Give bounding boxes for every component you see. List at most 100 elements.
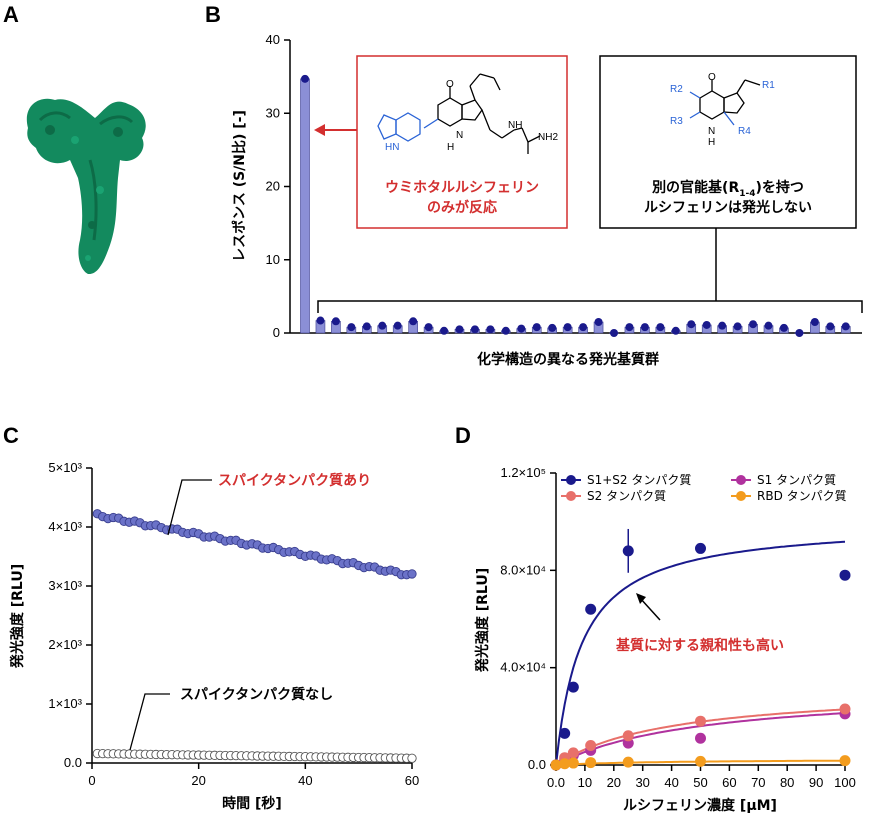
substrate-point bbox=[331, 317, 340, 326]
generic-chem-n: N bbox=[708, 126, 715, 137]
label-with-spike: スパイクタンパク質あり bbox=[218, 472, 371, 489]
panel-c-y-tick-label: 5×10³ bbox=[48, 460, 82, 475]
substrate-point bbox=[702, 320, 711, 329]
substrate-point bbox=[594, 318, 603, 327]
panel-d-y-tick-label: 0.0 bbox=[528, 757, 546, 772]
generic-chem-o: O bbox=[708, 72, 716, 83]
substrate-point bbox=[795, 329, 804, 337]
concentration-point bbox=[550, 759, 562, 771]
concentration-point bbox=[559, 758, 571, 770]
panel-b-y-ticks: 0 10 20 30 40 bbox=[266, 32, 290, 340]
substrate-point bbox=[517, 324, 526, 333]
panel-c-x-tick-label: 0 bbox=[88, 773, 95, 788]
panel-b-y-axis-title: レスポンス (S/N比) [-] bbox=[231, 110, 248, 262]
panel-d-y-tick-label: 8.0×10⁴ bbox=[500, 562, 546, 577]
concentration-point bbox=[695, 755, 706, 767]
affinity-annotation: 基質に対する親和性も高い bbox=[616, 637, 784, 654]
concentration-point bbox=[695, 542, 706, 554]
panel-d-points bbox=[550, 528, 851, 771]
substrate-point bbox=[362, 322, 371, 331]
panel-c-points bbox=[92, 509, 417, 763]
concentration-point bbox=[585, 757, 597, 769]
panel-c-y-tick-label: 2×10³ bbox=[48, 637, 82, 652]
panel-c-y-axis-title: 発光強度 [RLU] bbox=[9, 564, 26, 669]
substrate-point bbox=[610, 329, 618, 337]
fit-curve bbox=[555, 540, 846, 766]
generic-luciferin-structure bbox=[689, 79, 761, 126]
panel-d-ticks: 0.0 4.0×10⁴ 8.0×10⁴ 1.2×10⁵ 0.0 10 20 30 40 50 60 7… bbox=[500, 465, 856, 790]
chem-label-nh2: NH2 bbox=[538, 132, 558, 143]
substrate-point bbox=[548, 323, 557, 332]
without-spike-point bbox=[407, 753, 417, 763]
other-luciferins-callout bbox=[599, 55, 857, 229]
substrate-point bbox=[378, 321, 387, 330]
callout-black-line2: ルシフェリンは発光しない bbox=[644, 199, 812, 216]
panel-d-y-tick-label: 1.2×10⁵ bbox=[500, 465, 546, 480]
legend-marker bbox=[736, 491, 746, 501]
concentration-point bbox=[567, 757, 579, 769]
concentration-point bbox=[622, 730, 634, 742]
callout-red-line1: ウミホタルルシフェリン bbox=[385, 180, 539, 196]
panel-letter-b: B bbox=[205, 2, 221, 27]
panel-letter-d: D bbox=[455, 423, 471, 448]
legend-label: S1+S2 タンパク質 bbox=[587, 472, 691, 487]
panel-d-x-tick-label: 100 bbox=[834, 775, 856, 790]
panel-b-x-axis-title: 化学構造の異なる発光基質群 bbox=[477, 351, 659, 368]
panel-d-y-axis-title: 発光強度 [RLU] bbox=[474, 568, 491, 673]
chem-label-nh: NH bbox=[508, 120, 522, 131]
substrate-point bbox=[718, 321, 727, 330]
concentration-point bbox=[567, 681, 579, 693]
panel-d-legend: S1+S2 タンパク質 S1 タンパク質 S2 タンパク質 RBD タンパク質 bbox=[561, 472, 847, 503]
legend-label: S1 タンパク質 bbox=[757, 472, 836, 487]
concentration-point bbox=[695, 715, 706, 727]
cypridina-luciferin-structure bbox=[377, 73, 541, 154]
generic-chem-h: H bbox=[708, 137, 715, 148]
panel-c-y-tick-label: 0.0 bbox=[64, 755, 82, 770]
substrate-point bbox=[656, 323, 665, 332]
panel-c-x-axis-title: 時間 [秒] bbox=[222, 795, 282, 812]
panel-d-x-tick-label: 50 bbox=[693, 775, 707, 790]
panel-c-chart: 0.0 1×10³ 2×10³ 3×10³ 4×10³ 5×10³ 0 20 40 60 発光強度… bbox=[9, 460, 419, 812]
panel-b-y-tick-label: 30 bbox=[266, 105, 280, 120]
chem-label-o: O bbox=[446, 79, 454, 90]
panel-d-x-tick-label: 30 bbox=[635, 775, 649, 790]
chem-label-n: N bbox=[456, 130, 463, 141]
concentration-point bbox=[622, 756, 634, 768]
substrate-point bbox=[316, 316, 325, 325]
panel-b-y-tick-label: 10 bbox=[266, 252, 280, 267]
panel-c-x-tick-label: 40 bbox=[298, 773, 312, 788]
substrate-point bbox=[301, 74, 309, 83]
substrate-point bbox=[424, 323, 433, 332]
panel-d-x-tick-label: 20 bbox=[607, 775, 621, 790]
chem-label-hn: HN bbox=[385, 142, 399, 153]
substrate-point bbox=[841, 322, 850, 331]
panel-d-x-tick-label: 60 bbox=[722, 775, 736, 790]
concentration-point bbox=[567, 747, 579, 759]
panel-c-ticks: 0.0 1×10³ 2×10³ 3×10³ 4×10³ 5×10³ 0 20 40 60 bbox=[48, 460, 419, 788]
generic-chem-r2: R2 bbox=[670, 84, 683, 95]
substrate-point bbox=[393, 321, 402, 330]
affinity-arrow-head bbox=[636, 593, 646, 604]
legend-label: RBD タンパク質 bbox=[757, 488, 847, 503]
panel-b-y-tick-label: 40 bbox=[266, 32, 280, 47]
panel-d-x-tick-label: 40 bbox=[664, 775, 678, 790]
legend-marker bbox=[566, 491, 576, 501]
substrate-point bbox=[455, 325, 464, 334]
concentration-point bbox=[839, 569, 851, 581]
concentration-point bbox=[839, 755, 851, 767]
panel-letter-a: A bbox=[3, 2, 19, 27]
generic-chem-r3: R3 bbox=[670, 116, 683, 127]
substrate-point bbox=[563, 323, 572, 332]
substrate-point bbox=[640, 323, 649, 332]
concentration-point bbox=[559, 727, 571, 739]
concentration-point bbox=[585, 740, 597, 752]
substrate-point bbox=[440, 326, 449, 335]
panel-d-x-axis-title: ルシフェリン濃度 [μM] bbox=[623, 797, 777, 814]
concentration-point bbox=[585, 603, 597, 615]
substrate-point bbox=[671, 326, 680, 335]
panel-b-y-tick-label: 20 bbox=[266, 179, 280, 194]
substrate-point bbox=[749, 320, 758, 329]
with-spike-point bbox=[407, 569, 417, 579]
legend-label: S2 タンパク質 bbox=[587, 488, 666, 503]
substrate-group-bracket bbox=[317, 300, 863, 313]
